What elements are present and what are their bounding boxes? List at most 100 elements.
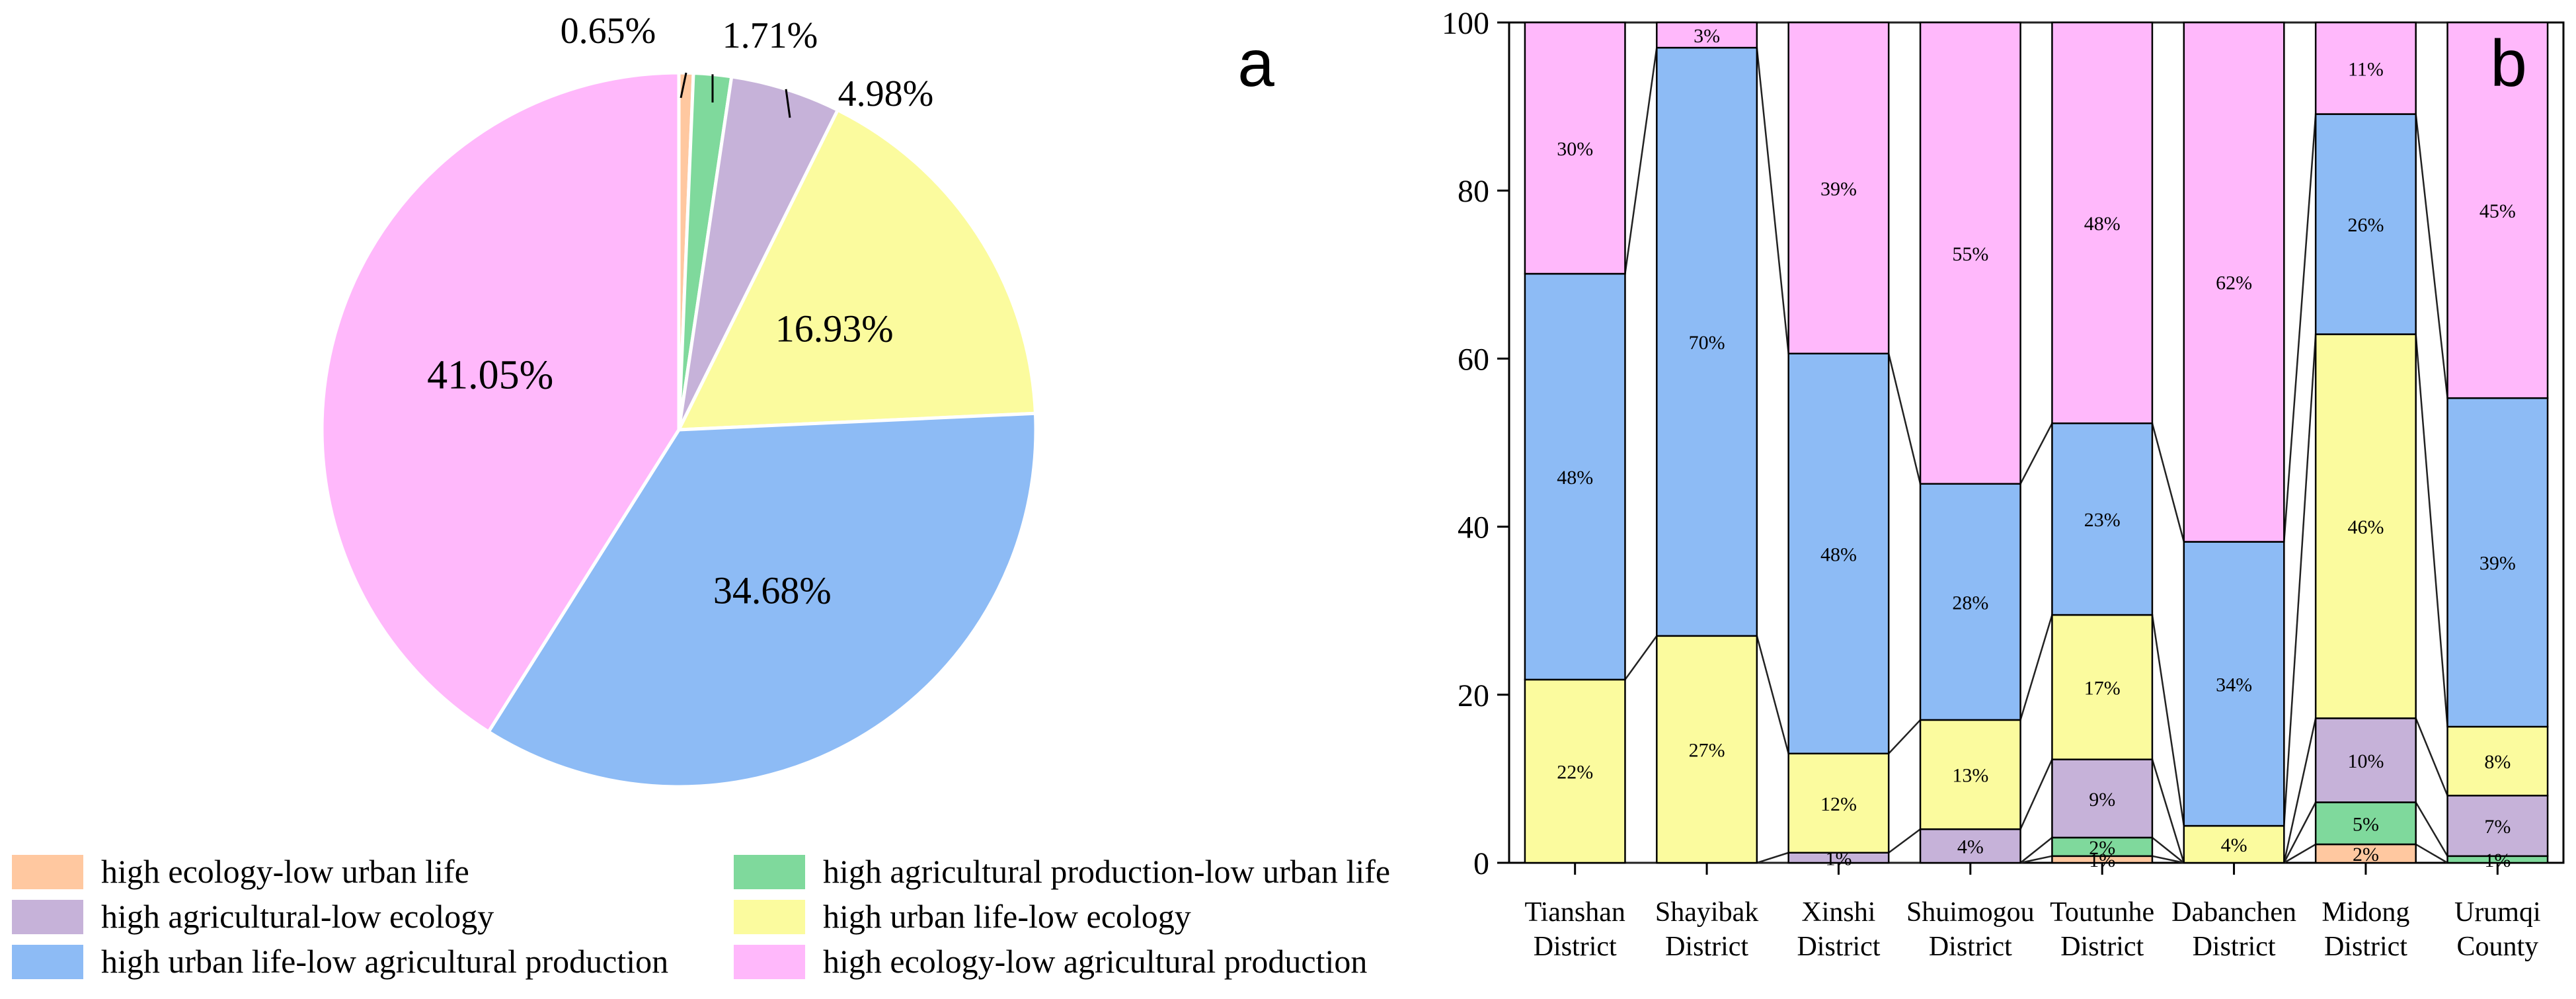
legend-item-high-urban-life-low-ecology: high urban life-low ecology (734, 898, 1191, 935)
bar-segment-high-urban-life-low-agricultural-production (1656, 46, 1758, 637)
legend-label: high urban life-low agricultural product… (101, 943, 668, 980)
connector-line (2019, 614, 2053, 721)
bar-segment-high-agricultural-production-low-urban-life (2314, 801, 2417, 846)
bar-segment-high-ecology-low-agricultural-production (1524, 21, 1626, 275)
legend-label: high agricultural production-low urban l… (823, 853, 1390, 890)
y-tick-label: 20 (1458, 678, 1489, 713)
y-tick-label: 100 (1442, 6, 1489, 41)
x-tick-label: District (1534, 932, 1617, 962)
connector-line (2152, 855, 2185, 864)
x-tick-label: Midong (2322, 897, 2409, 928)
bar-value-label: 4% (2221, 834, 2247, 856)
x-tick-label: Shayibak (1655, 897, 1758, 928)
bar-value-label: 46% (2347, 516, 2384, 538)
x-tick-label: Urumqi (2454, 897, 2541, 928)
x-tick-label: County (2456, 932, 2538, 962)
connector-line (2152, 836, 2185, 863)
bar-segment-high-agricultural-low-ecology (2446, 795, 2549, 858)
legend-label: high ecology-low agricultural production (823, 943, 1367, 980)
pie-slice-label: 4.98% (838, 73, 934, 114)
connector-line (1888, 828, 1921, 854)
legend-item-high-agricultural-low-ecology: high agricultural-low ecology (12, 898, 494, 935)
bar-value-label: 8% (2484, 751, 2511, 773)
bar-segment-high-ecology-low-urban-life (2314, 843, 2417, 864)
panel-label-a: a (1237, 26, 1274, 100)
legend-swatch (12, 900, 83, 934)
bar-value-label: 34% (2216, 674, 2252, 696)
bar-value-label: 13% (1952, 765, 1988, 787)
connector-line (2020, 855, 2052, 864)
bar-segment-high-agricultural-low-ecology (2314, 717, 2417, 803)
connector-line (2415, 114, 2448, 399)
bar-segment-labels: 22% 48% 30% 27% 70% 3% 1% 12% 48% 39% 4% 13% 28% 55% 1… (1557, 25, 2516, 871)
pie-leader-line (680, 72, 687, 99)
connector-line (2151, 759, 2185, 863)
x-tick-label: District (1665, 932, 1748, 962)
x-tick-label: Xinshi (1801, 897, 1875, 928)
legend-swatch (12, 855, 83, 889)
connector-line (2415, 843, 2448, 864)
connector-line (1887, 353, 1922, 485)
x-tick-label: District (2324, 932, 2407, 962)
bar-value-label: 48% (1820, 543, 1857, 565)
x-tick-label: District (2060, 932, 2144, 962)
bar-value-label: 1% (2484, 850, 2511, 871)
bar-value-label: 30% (1557, 138, 1593, 160)
bar-segment-high-urban-life-low-agricultural-production (1524, 272, 1626, 681)
connector-line (1756, 48, 1789, 354)
bar-value-label: 22% (1557, 761, 1593, 783)
bar-value-label: 26% (2347, 214, 2384, 236)
bar-connector-lines (1624, 21, 2448, 864)
bar-value-label: 10% (2347, 750, 2384, 772)
bar-segment-high-ecology-low-agricultural-production (2183, 21, 2285, 543)
bar-value-label: 2% (2089, 837, 2115, 859)
stacked-bar-chart-panel: 22% 48% 30% 27% 70% 3% 1% 12% 48% 39% 4% 13% 28% 55% 1… (1442, 6, 2565, 962)
bar-value-label: 4% (1957, 836, 1984, 858)
bar-segment-high-agricultural-low-ecology (1919, 828, 2021, 864)
bar-value-label: 9% (2089, 789, 2115, 811)
connector-line (2019, 836, 2053, 863)
legend-swatch (734, 945, 805, 979)
bar-value-label: 27% (1689, 739, 1725, 761)
connector-line (1624, 47, 1658, 274)
pie-slices (320, 71, 1038, 789)
bar-value-label: 48% (1557, 467, 1593, 489)
bar-value-label: 23% (2084, 509, 2121, 531)
x-tick-label: District (1797, 932, 1880, 962)
legend-item-high-agricultural-production-low-urban-life: high agricultural production-low urban l… (734, 853, 1390, 890)
bar-segment-high-urban-life-low-agricultural-production (2314, 113, 2417, 335)
pie-slice-label: 16.93% (775, 307, 894, 350)
pie-slice-high-urban-life-low-ecology (676, 108, 1038, 432)
pie-slice-high-ecology-low-agricultural-production (320, 71, 681, 735)
legend-item-high-ecology-low-agricultural-production: high ecology-low agricultural production (734, 943, 1367, 980)
x-tick-label: Toutunhe (2050, 897, 2154, 928)
bar-segment-high-ecology-low-agricultural-production (2314, 21, 2417, 115)
bar-value-label: 48% (2084, 213, 2121, 235)
bar-segment-high-ecology-low-agricultural-production (2446, 21, 2549, 399)
bar-value-label: 39% (1820, 178, 1857, 200)
pie-slice-high-urban-life-low-agricultural-production (486, 411, 1038, 789)
bar-value-label: 2% (2353, 844, 2379, 865)
legend-swatch (12, 945, 83, 979)
legend-label: high agricultural-low ecology (101, 898, 494, 935)
connector-line (2283, 843, 2316, 864)
legend-swatch (734, 900, 805, 934)
connector-line (2415, 717, 2448, 796)
connector-line (2019, 759, 2053, 830)
connector-line (2151, 422, 2185, 542)
bar-value-label: 12% (1820, 793, 1857, 815)
bar-value-label: 1% (2089, 850, 2115, 871)
y-tick-label: 40 (1458, 510, 1489, 545)
legend-item-high-urban-life-low-agricultural-production: high urban life-low agricultural product… (12, 943, 668, 980)
bar-segment-high-urban-life-low-ecology (2051, 614, 2154, 760)
bar-segment-high-agricultural-production-low-urban-life (2051, 836, 2154, 858)
x-tick-label: District (2193, 932, 2276, 962)
bar-segment-high-urban-life-low-agricultural-production (2183, 541, 2285, 827)
connector-line (1756, 852, 1789, 864)
connector-line (1624, 635, 1658, 680)
bar-axis-tick-labels: 0 20 40 60 80 100 Tianshan District Shayibak Dist… (1442, 6, 2541, 962)
pie-leader-line (785, 89, 791, 118)
pie-slice-label: 1.71% (722, 15, 818, 56)
bar-segment-high-urban-life-low-agricultural-production (2051, 422, 2154, 616)
bar-segment-high-urban-life-low-ecology (1787, 752, 1890, 854)
